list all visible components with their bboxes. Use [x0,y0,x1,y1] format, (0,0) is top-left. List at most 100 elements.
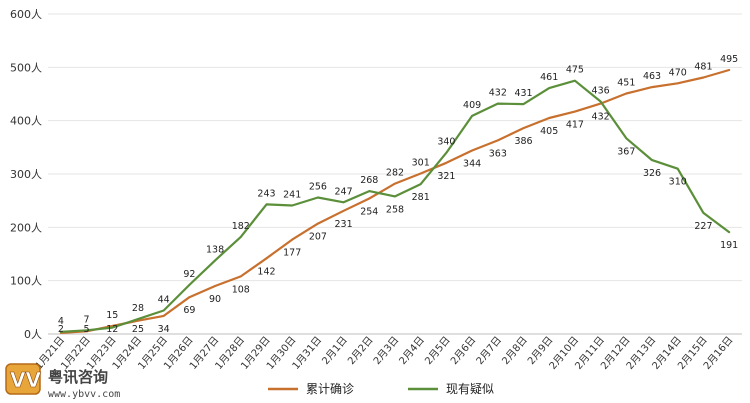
x-tick-label: 2月7日 [474,334,504,367]
data-label-suspected: 461 [540,72,558,83]
data-label-confirmed: 463 [643,71,661,82]
data-point-suspected [85,329,88,332]
data-label-suspected: 191 [720,240,738,251]
data-point-confirmed [419,172,422,175]
data-label-suspected: 409 [463,100,481,111]
data-point-suspected [651,159,653,161]
data-label-suspected: 340 [437,137,455,148]
data-point-confirmed [394,182,396,185]
data-point-suspected [214,259,216,262]
logo-text: VV [10,368,41,392]
data-label-confirmed: 69 [183,305,195,316]
data-label-confirmed: 231 [335,219,353,230]
data-point-confirmed [317,222,319,225]
data-label-suspected: 7 [84,314,90,325]
data-label-confirmed: 470 [669,67,687,78]
y-tick-label: 500人 [10,61,42,74]
watermark-url: www.ybvv.com [48,389,120,400]
x-tick-label: 2月6日 [448,334,478,367]
data-point-suspected [445,151,448,154]
data-label-confirmed: 417 [566,120,584,131]
watermark-logo: VV 粤讯咨询 www.ybvv.com [5,363,120,400]
data-label-confirmed: 301 [412,157,430,168]
data-label-suspected: 281 [412,192,430,203]
data-label-suspected: 92 [183,269,195,280]
data-point-confirmed [728,69,730,71]
data-point-suspected [342,201,345,204]
y-tick-label: 100人 [10,275,42,288]
data-point-suspected [265,203,268,206]
data-point-confirmed [651,86,653,88]
y-tick-label: 600人 [10,8,42,21]
data-point-suspected [676,167,679,170]
data-label-confirmed: 90 [209,294,221,305]
data-label-confirmed: 5 [84,324,90,335]
series-lines [59,68,731,334]
data-label-suspected: 268 [360,175,378,186]
data-label-confirmed: 282 [386,168,404,179]
data-point-suspected [368,190,371,192]
data-point-suspected [574,79,576,82]
x-tick-label: 2月2日 [345,334,375,367]
data-label-confirmed: 451 [617,77,635,88]
y-tick-label: 300人 [10,168,42,181]
data-point-suspected [239,236,242,238]
data-point-confirmed [368,197,371,200]
data-label-suspected: 326 [643,168,661,179]
data-label-confirmed: 481 [694,61,712,72]
data-label-suspected: 241 [283,189,301,200]
legend-label-suspected: 现有疑似 [446,381,494,396]
data-label-confirmed: 207 [309,232,327,243]
data-point-suspected [471,115,473,117]
data-label-suspected: 227 [694,221,712,232]
data-point-confirmed [445,162,448,164]
x-tick-label: 2月1日 [320,334,350,367]
x-axis: 1月21日1月22日1月23日1月24日1月25日1月26日1月27日1月28日… [33,334,736,372]
data-label-suspected: 44 [158,295,170,306]
data-point-confirmed [239,275,242,278]
data-label-suspected: 4 [58,316,64,327]
y-axis: 0人 100人 200人 300人 400人 500人 600人 [10,8,42,341]
data-label-confirmed: 495 [720,54,738,65]
legend: 累计确诊 现有疑似 [268,381,494,396]
data-point-suspected [522,103,525,105]
data-label-suspected: 182 [232,221,250,232]
data-point-confirmed [162,315,165,317]
data-label-confirmed: 344 [463,159,481,170]
data-point-suspected [728,231,730,233]
data-point-suspected [137,318,139,320]
data-point-confirmed [702,76,705,79]
x-tick-label: 2月8日 [500,334,530,367]
data-label-confirmed: 108 [232,284,250,295]
legend-label-confirmed: 累计确诊 [306,382,354,396]
data-label-suspected: 258 [386,204,404,215]
data-label-suspected: 431 [514,88,532,99]
data-point-suspected [60,331,62,333]
series-line-confirmed [59,68,731,334]
data-point-confirmed [548,117,551,119]
data-point-confirmed [676,82,679,85]
data-point-suspected [111,326,114,329]
y-tick-label: 200人 [10,221,42,234]
logo-badge-icon [5,363,41,395]
y-tick-label: 400人 [10,115,42,128]
data-point-suspected [625,137,628,140]
data-labels: 24 57 15 12 25 28 34 44 69 92 90 138 108 182 142 243 177… [58,54,738,335]
data-point-suspected [497,102,499,105]
data-point-suspected [548,87,551,89]
data-label-confirmed: 177 [283,248,301,259]
data-label-confirmed: 363 [489,148,507,159]
data-label-confirmed: 2 [58,324,64,335]
data-label-confirmed: 405 [540,126,558,137]
data-label-confirmed: 25 [132,324,144,335]
data-point-suspected [394,195,396,198]
data-point-suspected [419,183,422,185]
data-point-confirmed [265,257,268,260]
data-label-suspected: 475 [566,65,584,76]
data-point-confirmed [342,210,345,212]
data-label-suspected: 138 [206,244,224,255]
watermark-site-name: 粤讯咨询 [48,368,108,386]
x-tick-label: 2月3日 [371,334,401,367]
